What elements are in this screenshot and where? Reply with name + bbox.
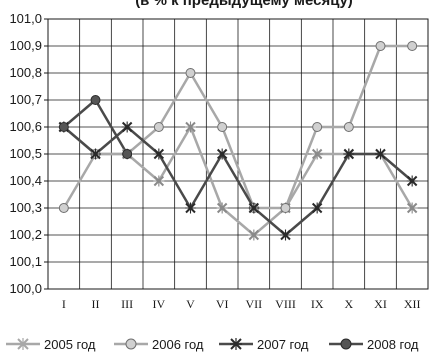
point-2007-год-III	[121, 121, 133, 133]
marker-cross	[280, 229, 291, 241]
y-tick-label: 100,7	[9, 92, 42, 107]
point-2005-год-IX	[311, 148, 323, 160]
point-2006-год-V	[185, 68, 196, 78]
y-tick-label: 100,2	[9, 227, 42, 242]
series-markers	[58, 41, 418, 241]
x-tick-label: V	[186, 297, 195, 311]
point-2007-год-XII	[406, 175, 418, 187]
y-tick-label: 100,0	[9, 281, 42, 296]
marker-cross	[343, 148, 355, 160]
y-tick-label: 100,1	[9, 254, 42, 269]
point-2007-год-II	[90, 148, 101, 160]
point-2007-год-IX	[311, 202, 323, 214]
marker-cross	[406, 175, 418, 187]
legend-label-2007: 2007 год	[257, 336, 309, 352]
x-tick-label: VII	[245, 297, 262, 311]
marker-cross	[311, 148, 323, 160]
point-2006-год-IX	[312, 122, 323, 132]
legend-swatch-2008	[329, 338, 363, 350]
legend-label-2008: 2008 год	[367, 336, 419, 352]
y-tick-label: 101,0	[9, 11, 42, 26]
chart-title: (в % к предыдущему месяцу)	[135, 0, 353, 9]
point-2006-год-XI	[375, 41, 386, 51]
point-2005-год-VI	[216, 202, 228, 214]
marker-cross	[90, 148, 101, 160]
legend: 2005 год 2006 год 2007 год 2008 год	[6, 334, 431, 354]
x-tick-label: X	[344, 297, 353, 311]
marker-cross	[216, 202, 228, 214]
point-2007-год-X	[343, 148, 355, 160]
x-axis-ticks: I II III IV V VI VII VIII IX X XI XII	[62, 297, 421, 311]
legend-item-2006: 2006 год	[114, 334, 204, 354]
cpi-line-chart: (в % к предыдущему месяцу) 100,0100,1100…	[9, 0, 429, 311]
x-tick-label: XI	[374, 297, 387, 311]
x-tick-label: IX	[311, 297, 324, 311]
legend-item-2005: 2005 год	[6, 334, 96, 354]
x-tick-label: XII	[404, 297, 421, 311]
marker-cross	[248, 202, 260, 214]
point-2006-год-VI	[217, 122, 228, 132]
point-2006-год-XII	[407, 41, 418, 51]
legend-swatch-2007	[219, 338, 253, 350]
marker-cross	[406, 202, 418, 214]
legend-label-2006: 2006 год	[152, 336, 204, 352]
marker-cross	[216, 148, 228, 160]
marker-cross	[121, 121, 133, 133]
y-tick-label: 100,6	[9, 119, 42, 134]
marker-cross	[185, 202, 196, 214]
y-tick-label: 100,8	[9, 65, 42, 80]
point-2007-год-V	[185, 202, 196, 214]
point-2005-год-VII	[248, 229, 260, 241]
point-2006-год-I	[58, 203, 69, 213]
y-tick-label: 100,9	[9, 38, 42, 53]
marker-cross	[248, 229, 260, 241]
marker-cross	[153, 148, 165, 160]
point-2006-год-X	[343, 122, 354, 132]
point-2006-год-VIII	[280, 203, 291, 213]
legend-item-2007: 2007 год	[219, 334, 309, 354]
point-2008-год-II	[90, 95, 101, 105]
legend-label-2005: 2005 год	[44, 336, 96, 352]
y-tick-label: 100,3	[9, 200, 42, 215]
point-2005-год-XII	[406, 202, 418, 214]
point-2008-год-I	[58, 122, 69, 132]
x-tick-label: IV	[152, 297, 165, 311]
marker-cross	[185, 121, 196, 133]
point-2005-год-IV	[153, 175, 165, 187]
point-2007-год-XI	[375, 148, 386, 160]
point-2007-год-IV	[153, 148, 165, 160]
x-tick-label: VIII	[275, 297, 296, 311]
legend-swatch-2005	[6, 338, 40, 350]
x-tick-label: VI	[216, 297, 229, 311]
marker-cross	[375, 148, 386, 160]
point-2008-год-III	[122, 149, 133, 159]
x-tick-label: II	[92, 297, 100, 311]
x-tick-label: III	[121, 297, 133, 311]
legend-item-2008: 2008 год	[329, 334, 419, 354]
point-2006-год-IV	[153, 122, 164, 132]
legend-swatch-2006	[114, 338, 148, 350]
point-2007-год-VII	[248, 202, 260, 214]
point-2005-год-V	[185, 121, 196, 133]
y-tick-label: 100,5	[9, 146, 42, 161]
marker-cross	[153, 175, 165, 187]
y-axis-ticks: 100,0 100,1 100,2 100,3 100,4 100,5 100,6 100,7…	[9, 11, 42, 296]
point-2007-год-VIII	[280, 229, 291, 241]
point-2007-год-VI	[216, 148, 228, 160]
x-tick-label: I	[62, 297, 66, 311]
marker-cross	[311, 202, 323, 214]
y-tick-label: 100,4	[9, 173, 42, 188]
